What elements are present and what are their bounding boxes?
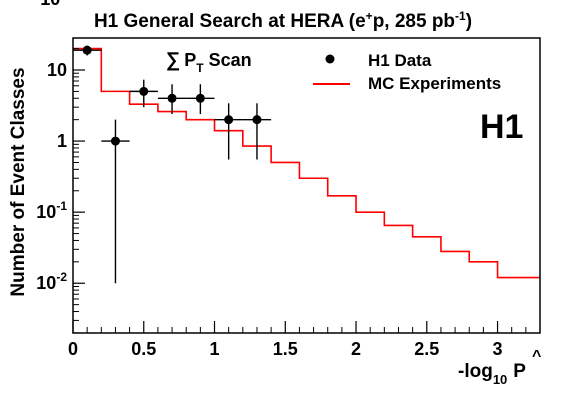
y-tick-label: 10-1 [36,199,67,222]
y-tick-label: 10 [47,60,67,80]
data-marker [139,86,149,96]
data-point [101,119,130,284]
data-marker [195,93,205,103]
tick-labels: 0 0.5 1 1.5 2 2.5 3 102 10 1 10-1 10-2 [36,0,502,359]
y-tick-label: 102 [40,0,67,9]
data-point [214,103,243,160]
data-marker [110,136,120,146]
data-point [242,103,272,160]
data-marker [224,115,234,125]
legend-marker-data [325,54,335,64]
y-axis-label: Number of Event Classes [8,67,29,296]
x-tick-label: 1.5 [273,339,298,359]
mc-series [73,47,540,279]
x-axis-label: -log10 P ^ [458,348,541,387]
legend-label-mc: MC Experiments [368,74,501,93]
x-tick-label: 2 [351,339,361,359]
data-point [129,79,158,108]
axes [72,37,541,334]
x-axis-label-hat: ^ [532,348,541,365]
h1-brand-label: H1 [480,108,523,146]
scan-annotation: ∑ PT Scan [166,49,252,75]
data-marker [82,45,92,55]
data-point [186,84,215,115]
y-tick-label: 10-2 [36,270,67,293]
legend-label-data: H1 Data [368,51,432,70]
chart-title: H1 General Search at HERA (e+p, 285 pb-1… [94,9,472,32]
data-marker [252,115,262,125]
plot-frame [72,37,541,334]
data-point [157,84,187,115]
x-tick-label: 3 [493,339,503,359]
legend: H1 Data MC Experiments [313,51,501,93]
data-series [73,45,272,284]
x-tick-label: 2.5 [414,339,439,359]
x-tick-label: 1 [210,339,220,359]
data-marker [167,93,177,103]
x-tick-label: 0 [68,339,78,359]
y-tick-label: 1 [57,131,67,151]
mc-step-line [73,47,540,279]
x-tick-label: 0.5 [131,339,156,359]
data-point [73,45,102,56]
